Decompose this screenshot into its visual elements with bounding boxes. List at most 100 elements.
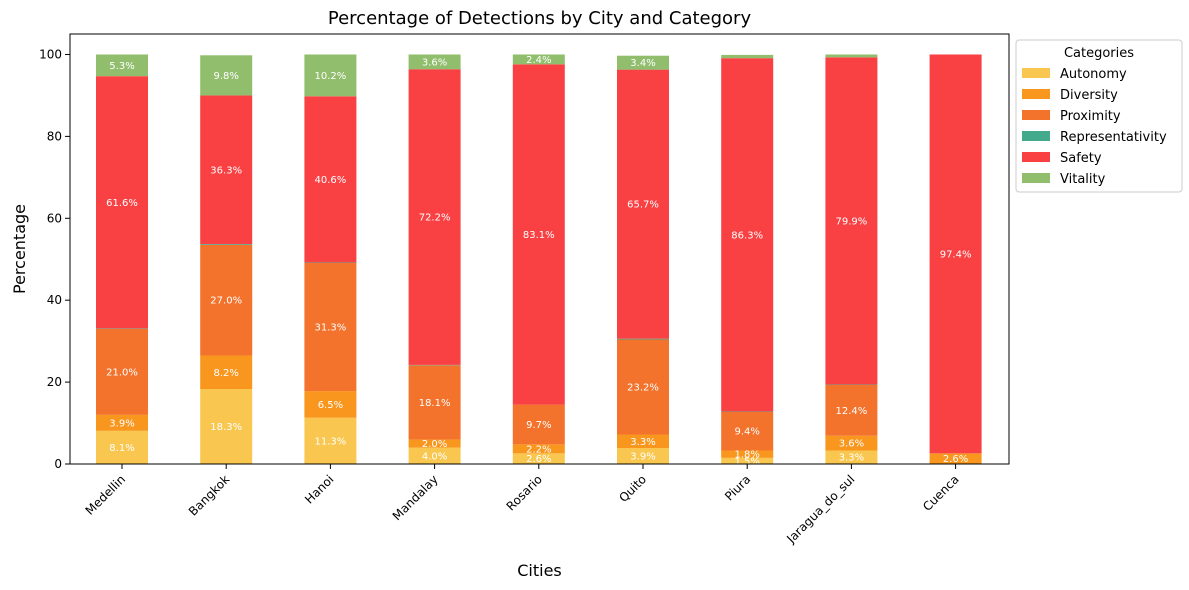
bars-layer xyxy=(96,54,982,464)
bar-representativity-bangkok xyxy=(200,244,253,245)
bar-proximity-rosario xyxy=(512,404,565,445)
bar-safety-quito xyxy=(617,69,669,339)
bar-vitality-medellin xyxy=(96,54,148,77)
x-tick-label: Quito xyxy=(616,472,649,505)
bar-vitality-jaragua_do_sul xyxy=(825,54,878,58)
legend-label-diversity: Diversity xyxy=(1060,88,1118,103)
bar-label: 9.7% xyxy=(526,420,551,431)
bar-label: 18.1% xyxy=(419,398,451,409)
bar-label: 79.9% xyxy=(836,216,868,227)
bar-label: 97.4% xyxy=(940,249,972,260)
bar-autonomy-piura xyxy=(721,457,774,464)
bar-proximity-piura xyxy=(721,411,774,451)
bar-diversity-rosario xyxy=(512,444,565,454)
legend-label-safety: Safety xyxy=(1060,151,1102,166)
bar-label: 2.2% xyxy=(526,444,551,455)
bar-safety-hanoi xyxy=(304,96,357,263)
legend-box xyxy=(1015,39,1183,193)
bar-label: 10.2% xyxy=(315,71,347,82)
bar-label: 9.8% xyxy=(213,71,238,82)
bar-label: 86.3% xyxy=(731,230,763,241)
bar-autonomy-hanoi xyxy=(304,417,357,464)
bar-label: 11.3% xyxy=(315,436,347,447)
x-axis-label: Cities xyxy=(517,561,562,580)
bar-autonomy-quito xyxy=(617,448,669,464)
bar-proximity-hanoi xyxy=(304,262,357,392)
bar-autonomy-medellin xyxy=(96,430,148,464)
bar-label: 2.4% xyxy=(526,55,551,66)
y-tick-label: 20 xyxy=(47,375,62,389)
x-tick-label: Jaragua_do_sul xyxy=(783,472,857,546)
x-tick-label: Medellin xyxy=(83,472,128,517)
bar-safety-jaragua_do_sul xyxy=(825,57,878,385)
y-axis-label: Percentage xyxy=(10,204,29,294)
bar-safety-rosario xyxy=(512,64,565,405)
bar-proximity-mandalay xyxy=(408,365,461,440)
legend-items: Autonomy Diversity Proximity Representativi… xyxy=(1022,67,1167,187)
bar-vitality-hanoi xyxy=(304,54,357,97)
bar-label: 21.0% xyxy=(106,367,138,378)
bar-diversity-cuenca xyxy=(929,453,982,464)
bar-safety-medellin xyxy=(96,76,148,329)
x-tick-label: Cuenca xyxy=(920,472,962,514)
bar-diversity-medellin xyxy=(96,414,148,431)
bar-label: 65.7% xyxy=(627,200,659,211)
legend-label-representativity: Representativity xyxy=(1060,130,1167,145)
bar-label: 12.4% xyxy=(836,406,868,417)
bar-label: 72.2% xyxy=(419,213,451,224)
y-tick-label: 80 xyxy=(47,129,62,143)
plot-frame xyxy=(69,33,1010,465)
legend-swatch-safety xyxy=(1022,152,1050,162)
bar-representativity-quito xyxy=(617,338,669,340)
x-tick-label: Piura xyxy=(722,472,753,503)
bar-proximity-medellin xyxy=(96,328,148,415)
bar-label: 2.6% xyxy=(526,454,551,465)
bar-vitality-piura xyxy=(721,54,774,59)
bar-label: 1.8% xyxy=(734,450,759,461)
bar-vitality-quito xyxy=(617,55,669,70)
bar-label: 40.6% xyxy=(315,175,347,186)
bar-label: 3.6% xyxy=(839,439,864,450)
bar-vitality-mandalay xyxy=(408,54,461,70)
bar-label: 9.4% xyxy=(734,427,759,438)
legend-swatch-autonomy xyxy=(1022,68,1050,78)
x-tick-label: Rosario xyxy=(504,472,545,513)
legend-title: Categories xyxy=(1064,46,1134,61)
bar-autonomy-rosario xyxy=(512,453,565,464)
bar-labels-layer: 8.1% 3.9% 21.0% 61.6% 5.3% 18.3% 8.2% 27.0% 36.3… xyxy=(106,55,971,468)
bar-autonomy-bangkok xyxy=(200,389,253,464)
bar-diversity-piura xyxy=(721,450,774,458)
bar-diversity-mandalay xyxy=(408,439,461,448)
bar-label: 8.2% xyxy=(213,368,238,379)
legend-swatch-vitality xyxy=(1022,173,1050,183)
bar-label: 3.6% xyxy=(422,57,447,68)
bar-safety-mandalay xyxy=(408,69,461,365)
bar-diversity-hanoi xyxy=(304,391,357,418)
y-tick-label: 60 xyxy=(47,211,62,225)
bar-diversity-quito xyxy=(617,434,669,449)
bar-proximity-jaragua_do_sul xyxy=(825,384,878,436)
bar-label: 6.5% xyxy=(318,400,343,411)
bar-label: 3.9% xyxy=(630,452,655,463)
legend-label-proximity: Proximity xyxy=(1060,109,1121,124)
bar-label: 3.3% xyxy=(839,453,864,464)
bar-safety-piura xyxy=(721,58,774,412)
bar-label: 5.3% xyxy=(109,61,134,72)
bar-label: 83.1% xyxy=(523,230,555,241)
bar-proximity-quito xyxy=(617,339,669,435)
bar-label: 3.4% xyxy=(630,58,655,69)
bar-label: 8.1% xyxy=(109,443,134,454)
legend-swatch-proximity xyxy=(1022,110,1050,120)
x-tick-label: Mandalay xyxy=(390,472,441,523)
x-tick-label: Hanoi xyxy=(302,472,336,506)
legend-label-vitality: Vitality xyxy=(1060,172,1106,187)
y-tick-label: 0 xyxy=(54,457,62,471)
bar-label: 2.0% xyxy=(422,439,447,450)
bar-label: 3.3% xyxy=(630,437,655,448)
bar-label: 3.9% xyxy=(109,418,134,429)
x-tick-label: Bangkok xyxy=(186,472,232,518)
bar-label: 36.3% xyxy=(210,165,242,176)
bar-autonomy-jaragua_do_sul xyxy=(825,450,878,464)
bar-label: 2.6% xyxy=(943,454,968,465)
